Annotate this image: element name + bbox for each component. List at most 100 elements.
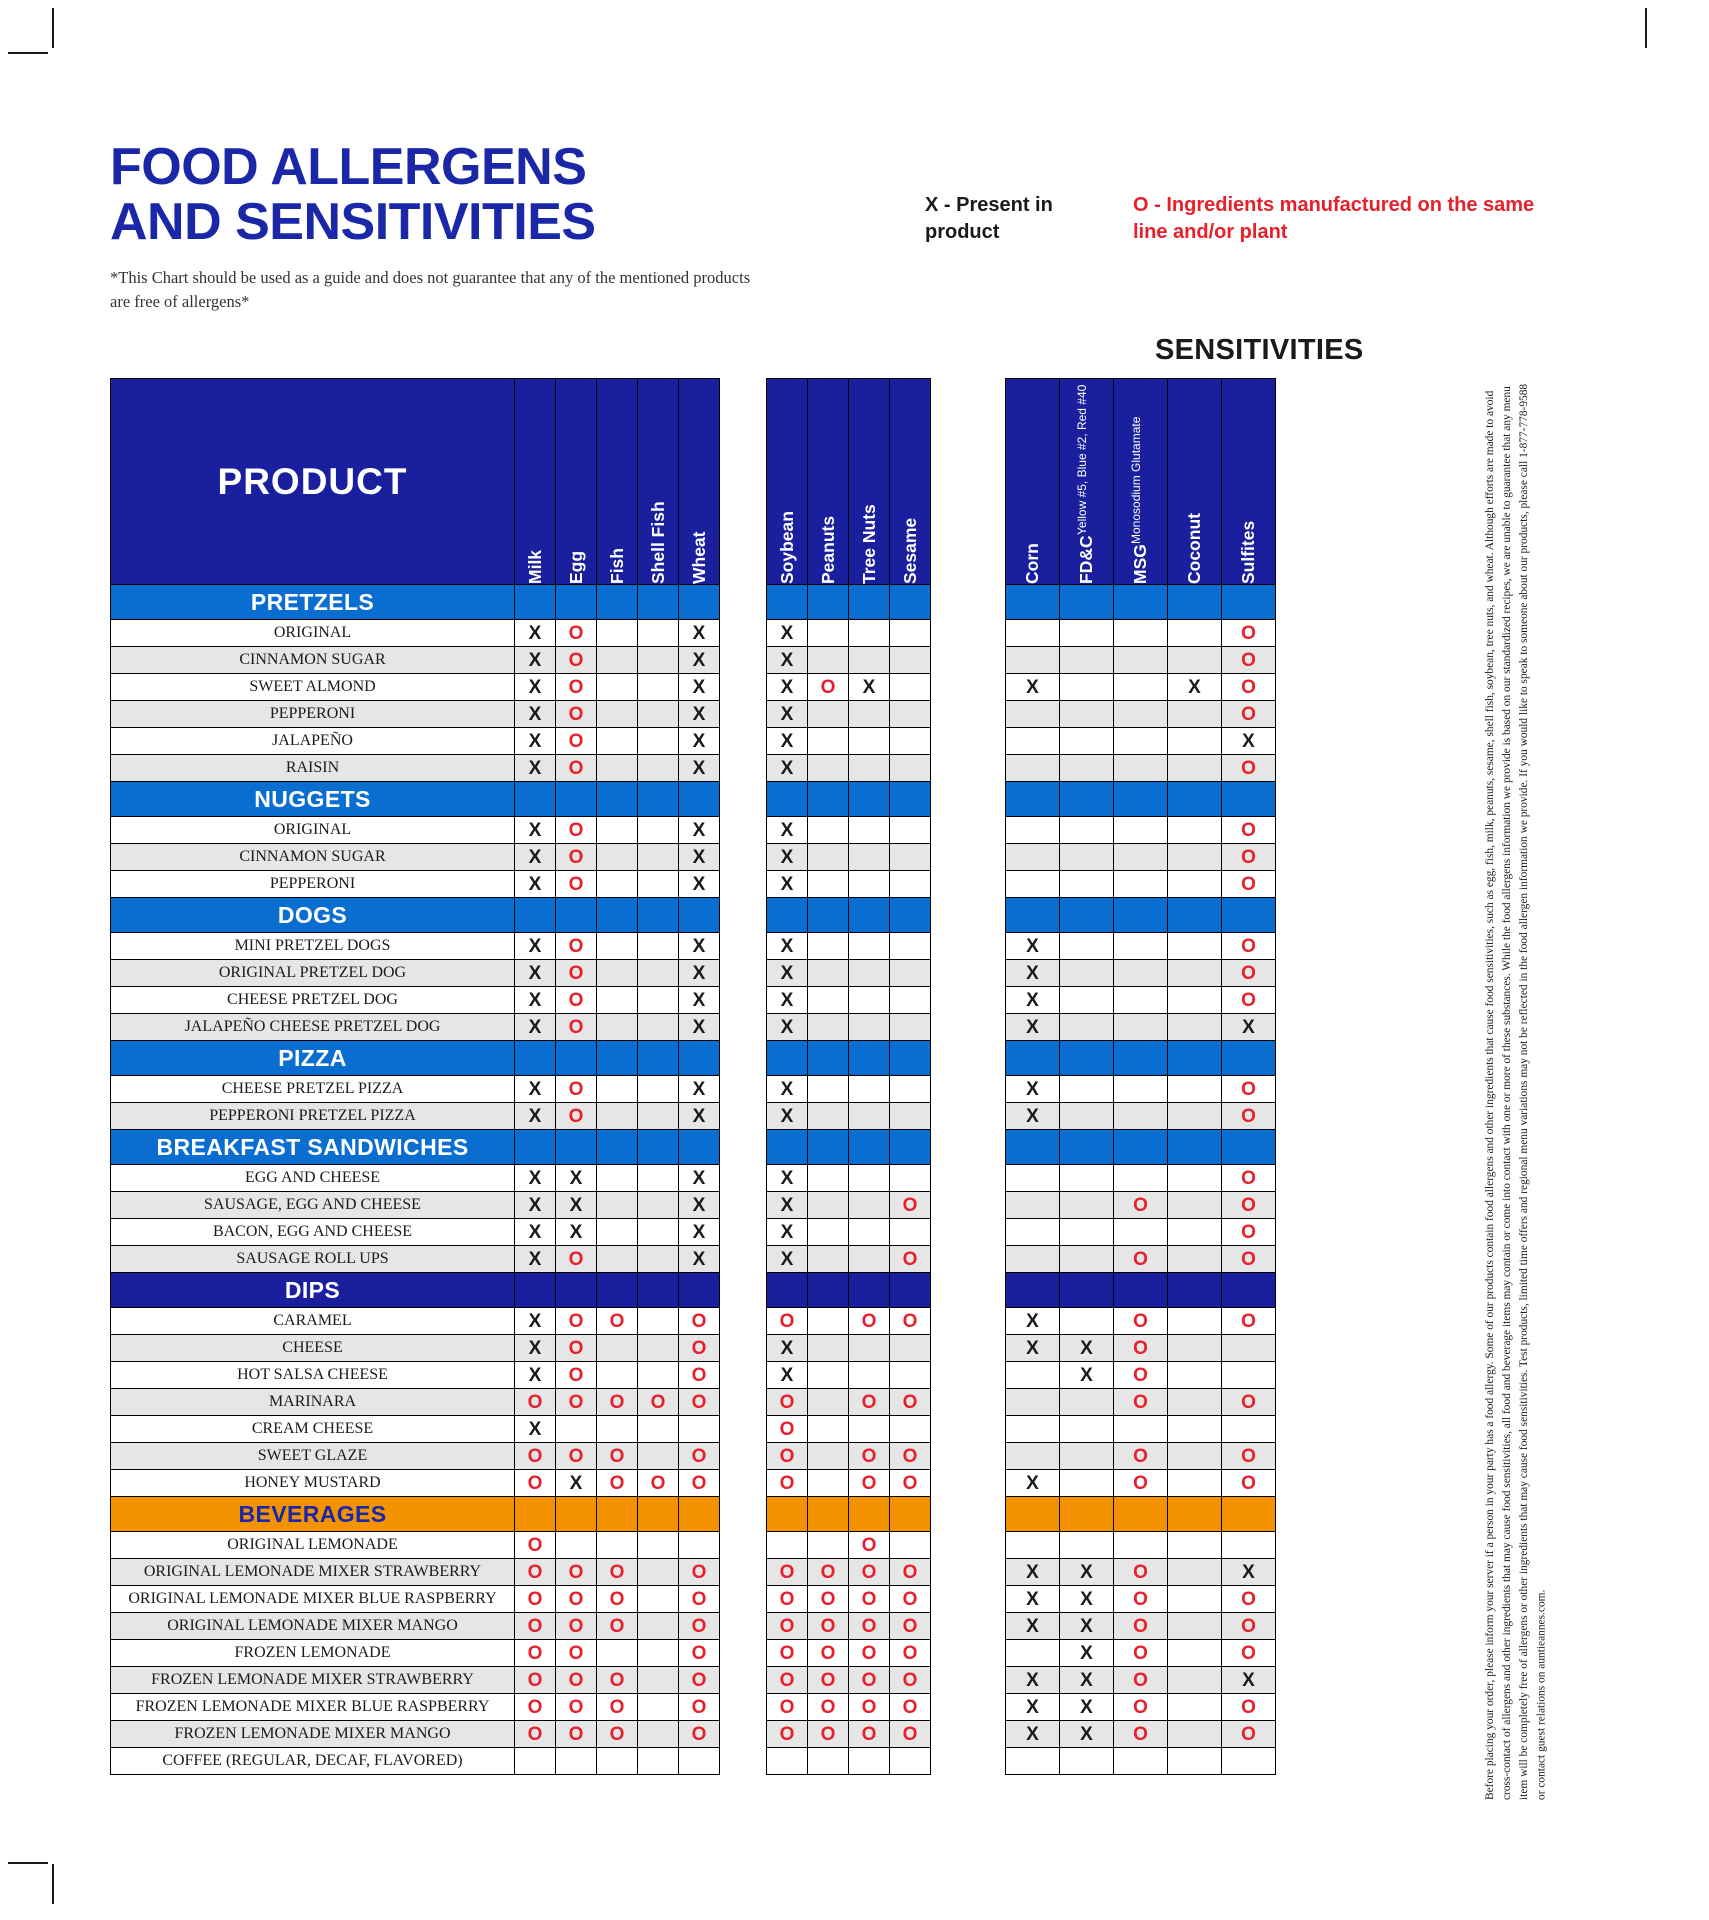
mark-empty: [1167, 1013, 1222, 1041]
mark-empty: [807, 1218, 849, 1246]
mark-empty: [807, 1102, 849, 1130]
table-row: HOT SALSA CHEESE X O O: [110, 1361, 720, 1389]
section-header-cell: [807, 1272, 849, 1308]
legal-disclaimer-text: Before placing your order, please inform…: [1484, 383, 1548, 1800]
mark-empty: [1113, 673, 1168, 701]
mark-empty: [889, 1747, 931, 1775]
mark-x: X: [766, 932, 808, 960]
mark-o: O: [1221, 1720, 1276, 1748]
mark-empty: [889, 932, 931, 960]
product-name: SWEET ALMOND: [110, 673, 515, 701]
table-row: MINI PRETZEL DOGS X O X: [110, 932, 720, 960]
table-row: X: [766, 959, 931, 987]
mark-empty: [1005, 754, 1060, 782]
mark-empty: [1113, 1415, 1168, 1443]
section-header-cell: [1113, 584, 1168, 620]
mark-x: X: [555, 1164, 597, 1192]
table-row: X: [766, 646, 931, 674]
table-row: SWEET GLAZE O O O O: [110, 1442, 720, 1470]
page-subtitle: *This Chart should be used as a guide an…: [110, 268, 751, 312]
mark-empty: [1005, 1531, 1060, 1559]
mark-empty: [889, 1531, 931, 1559]
mark-x: X: [678, 843, 720, 871]
mark-empty: [637, 1442, 679, 1470]
mark-empty: [889, 646, 931, 674]
mark-empty: [848, 754, 890, 782]
product-name: ORIGINAL LEMONADE MIXER STRAWBERRY: [110, 1558, 515, 1586]
table-row: ORIGINAL LEMONADE MIXER MANGO O O O O: [110, 1612, 720, 1640]
mark-empty: [1005, 1218, 1060, 1246]
mark-empty: [1113, 619, 1168, 647]
mark-empty: [596, 1415, 638, 1443]
mark-x: X: [766, 1245, 808, 1273]
mark-o: O: [848, 1469, 890, 1497]
product-name: MARINARA: [110, 1388, 515, 1416]
mark-empty: [678, 1415, 720, 1443]
mark-empty: [848, 932, 890, 960]
mark-o: O: [514, 1693, 556, 1721]
table-row: O: [1005, 870, 1276, 898]
mark-empty: [1113, 700, 1168, 728]
mark-o: O: [766, 1612, 808, 1640]
mark-empty: [1167, 843, 1222, 871]
section-header-cell: [1221, 781, 1276, 817]
product-header-cell: PRODUCT: [110, 378, 515, 585]
table-row: FROZEN LEMONADE O O O: [110, 1639, 720, 1667]
mark-empty: [596, 646, 638, 674]
mark-empty: [848, 1245, 890, 1273]
mark-empty: [848, 1747, 890, 1775]
mark-empty: [596, 816, 638, 844]
mark-empty: [555, 1531, 597, 1559]
mark-empty: [807, 1164, 849, 1192]
mark-x: X: [766, 700, 808, 728]
mark-o: O: [1221, 1191, 1276, 1219]
mark-empty: [1059, 1747, 1114, 1775]
mark-o: O: [678, 1469, 720, 1497]
mark-o: O: [555, 1693, 597, 1721]
section-header-cell: [1005, 584, 1060, 620]
mark-x: X: [1005, 1612, 1060, 1640]
mark-o: O: [766, 1720, 808, 1748]
section-header-row: [766, 1040, 931, 1076]
mark-empty: [848, 816, 890, 844]
column-header-msg: MSG Monosodium Glutamate: [1113, 378, 1168, 585]
column-header-tree-nuts: Tree Nuts: [848, 378, 890, 585]
section-header-cell: [889, 897, 931, 933]
mark-empty: [848, 1415, 890, 1443]
product-name: HOT SALSA CHEESE: [110, 1361, 515, 1389]
section-header-row: [766, 781, 931, 817]
section-header-cell: [678, 1040, 720, 1076]
mark-o: O: [596, 1666, 638, 1694]
section-header-row: [1005, 1129, 1276, 1165]
product-name: ORIGINAL: [110, 619, 515, 647]
mark-empty: [889, 673, 931, 701]
mark-o: O: [1221, 1307, 1276, 1335]
section-header-cell: [1167, 1040, 1222, 1076]
mark-o: O: [1113, 1612, 1168, 1640]
column-header-corn: Corn: [1005, 378, 1060, 585]
section-header-cell: [1167, 1129, 1222, 1165]
mark-x: X: [678, 870, 720, 898]
mark-empty: [1005, 1191, 1060, 1219]
section-header-cell: [766, 1496, 808, 1532]
section-header-row: PRETZELS: [110, 584, 720, 620]
section-header-row: [766, 1272, 931, 1308]
mark-empty: [889, 843, 931, 871]
mark-o: O: [555, 843, 597, 871]
mark-o: O: [514, 1442, 556, 1470]
mark-empty: [1059, 1102, 1114, 1130]
mark-empty: [1167, 1531, 1222, 1559]
mark-x: X: [766, 619, 808, 647]
mark-empty: [848, 1361, 890, 1389]
mark-empty: [889, 1013, 931, 1041]
section-header-cell: [555, 1272, 597, 1308]
mark-x: X: [848, 673, 890, 701]
column-header-fd-c: FD&C Yellow #5, Blue #2, Red #40: [1059, 378, 1114, 585]
section-header-cell: [766, 1129, 808, 1165]
mark-empty: [807, 1531, 849, 1559]
mark-o: O: [1221, 1693, 1276, 1721]
section-header-cell: [596, 1040, 638, 1076]
